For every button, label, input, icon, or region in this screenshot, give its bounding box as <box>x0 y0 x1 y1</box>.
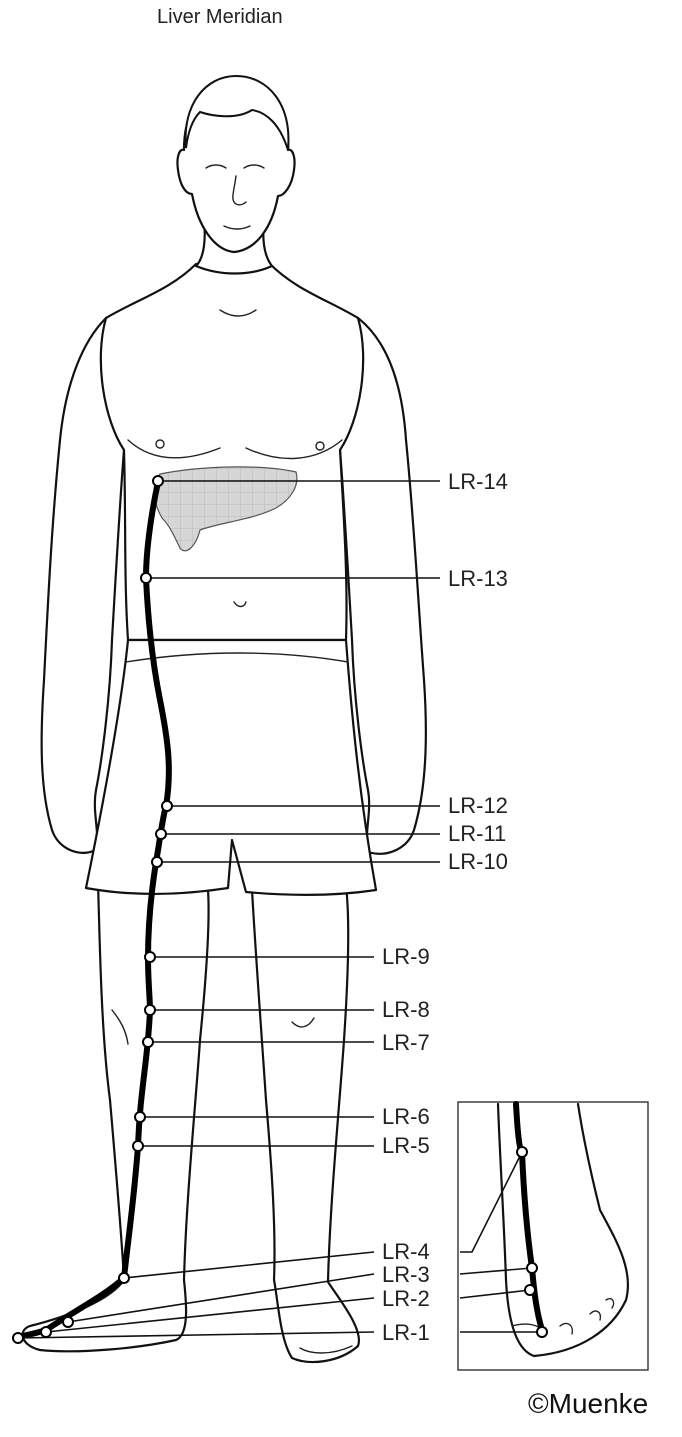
leader-lr-4 <box>123 1251 375 1279</box>
point-lr-4 <box>118 1272 130 1284</box>
right-knee-line <box>111 1009 129 1045</box>
diagram-title: Liver Meridian <box>157 6 283 28</box>
point-lr-2 <box>40 1326 52 1338</box>
chest-line-left <box>245 439 343 460</box>
label-lr-1: LR-1 <box>382 1320 430 1345</box>
label-lr-6: LR-6 <box>382 1104 430 1129</box>
copyright-credit: ©Muenke <box>528 1388 649 1419</box>
point-lr-12 <box>161 800 173 812</box>
point-labels: LR-14 LR-13 LR-12 LR-11 LR-10 LR-9 LR-8 … <box>382 469 508 1345</box>
label-lr-5: LR-5 <box>382 1133 430 1158</box>
inset-leader-lr-3 <box>459 1267 533 1275</box>
inset-point-lr-2 <box>524 1284 536 1296</box>
point-lr-6 <box>134 1111 146 1123</box>
label-lr-7: LR-7 <box>382 1030 430 1055</box>
point-lr-7 <box>142 1036 154 1048</box>
point-lr-10 <box>151 856 163 868</box>
label-lr-9: LR-9 <box>382 944 430 969</box>
point-lr-14 <box>152 475 164 487</box>
label-lr-13: LR-13 <box>448 566 508 591</box>
left-eye <box>243 164 265 169</box>
inset-leader-lr-2 <box>459 1289 531 1299</box>
leader-lr-3 <box>67 1273 375 1323</box>
point-lr-13 <box>140 572 152 584</box>
left-arm-outline <box>338 316 427 855</box>
liver-organ <box>153 466 298 552</box>
leader-lr-1 <box>17 1331 375 1339</box>
left-leg-outline <box>250 884 361 1364</box>
inset-point-lr-3 <box>526 1262 538 1274</box>
label-lr-8: LR-8 <box>382 997 430 1022</box>
point-lr-1 <box>12 1332 24 1344</box>
point-lr-5 <box>132 1140 144 1152</box>
inset-point-lr-4 <box>516 1146 528 1158</box>
left-knee-line <box>291 1017 315 1028</box>
shorts-outline <box>84 638 378 896</box>
inset-meridian-path <box>513 1101 545 1333</box>
label-lr-14: LR-14 <box>448 469 508 494</box>
leader-lines <box>17 480 542 1339</box>
leader-lr-2 <box>45 1297 375 1333</box>
left-toes-line <box>299 1345 353 1354</box>
nose <box>232 175 247 206</box>
point-lr-8 <box>144 1004 156 1016</box>
point-lr-11 <box>155 828 167 840</box>
mouth <box>223 225 251 230</box>
right-eye <box>205 164 227 169</box>
head-outline <box>176 80 296 254</box>
label-lr-12: LR-12 <box>448 793 508 818</box>
collarbone <box>219 309 257 317</box>
right-nipple <box>155 439 165 449</box>
navel <box>233 601 247 608</box>
label-lr-2: LR-2 <box>382 1286 430 1311</box>
point-lr-3 <box>62 1316 74 1328</box>
right-arm-outline <box>40 316 126 854</box>
acupoints <box>12 475 548 1344</box>
inset-toes <box>511 1298 615 1335</box>
label-lr-3: LR-3 <box>382 1262 430 1287</box>
chest-line-right <box>127 439 221 459</box>
label-lr-4: LR-4 <box>382 1239 430 1264</box>
inset-leader-lr-4 <box>460 1151 523 1253</box>
inset-point-lr-1 <box>536 1326 548 1338</box>
left-nipple <box>315 441 325 451</box>
hair <box>184 74 290 151</box>
right-leg-outline <box>21 878 210 1353</box>
label-lr-11: LR-11 <box>448 821 506 846</box>
point-lr-9 <box>144 951 156 963</box>
label-lr-10: LR-10 <box>448 849 508 874</box>
